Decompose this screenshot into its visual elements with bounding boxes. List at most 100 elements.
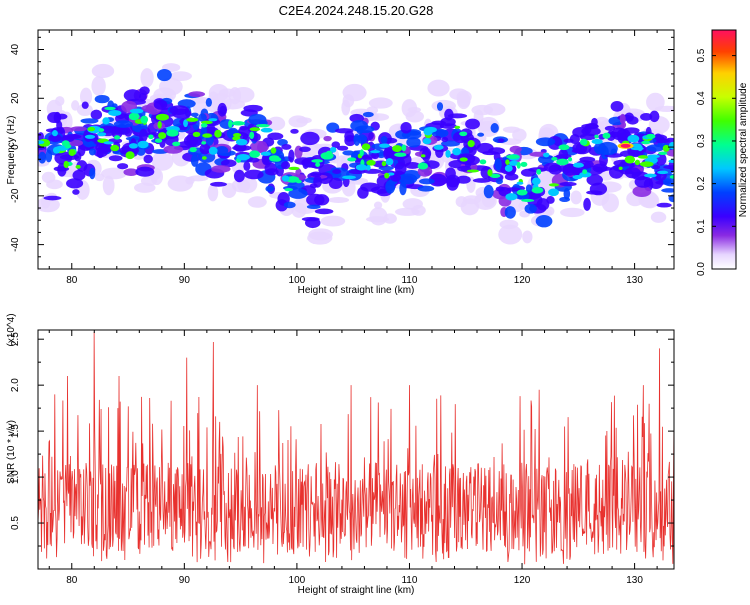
heatmap-cell [288,149,295,163]
snr-x-ticks: 80 90 100 110 120 130 [48,330,658,586]
heatmap-cell [156,68,172,82]
heatmap-cell [404,162,421,169]
heatmap-cell [427,79,450,97]
heatmap-cell [394,152,407,157]
heatmap-cell [618,166,623,170]
colorbar-tick-label: 0.1 [696,219,707,233]
heatmap-cell [320,215,346,227]
snr-y-multiplier: (x10^4) [6,313,17,346]
heatmap-cell [272,157,282,162]
heatmap-cell [288,115,308,128]
heatmap-cell [509,145,522,154]
heatmap-cell [91,63,115,79]
snr-y-label: SNR (10 * v/v) [6,420,17,484]
heatmap-cell [228,120,233,128]
heatmap-cell [117,163,129,170]
snr-y-ticks: 0.5 1.0 1.5 2.0 2.5 [10,332,674,547]
heatmap-cell [406,137,421,148]
figure-title: C2E4.2024.248.15.20.G28 [279,3,434,18]
heatmap-cell [94,94,110,104]
heatmap-cell [205,97,212,107]
heatmap-cell [75,164,81,169]
heatmap-cell [445,167,456,180]
heatmap-cell [586,190,603,195]
heatmap-cell [38,197,60,213]
heatmap-cell [328,177,343,190]
spectrogram-frame [37,29,675,270]
colorbar-tick-label: 0.5 [696,48,707,62]
heatmap-cell [288,166,300,171]
heatmap-cell [479,159,487,165]
heatmap-cell [531,187,544,194]
heatmap-cell [257,141,268,154]
heatmap-cell [123,168,139,176]
heatmap-cell [38,140,45,145]
heatmap-cell [536,168,542,175]
heatmap-cell [108,155,123,162]
y-tick-label: 1.0 [10,470,21,484]
heatmap-cell [342,175,356,180]
heatmap-cell [260,151,271,156]
heatmap-cell [284,188,294,192]
heatmap-cell [246,157,260,163]
heatmap-cell [538,154,555,165]
heatmap-cell [249,127,261,132]
heatmap-cell [46,179,63,190]
heatmap-cell [551,156,558,161]
heatmap-cell [267,116,286,131]
heatmap-cell [304,217,321,229]
heatmap-cell [183,119,188,128]
heatmap-cell [281,175,290,182]
heatmap-cell [290,128,299,134]
heatmap-cell [505,193,518,201]
heatmap-cell [154,138,163,143]
heatmap-cell [139,86,150,95]
spectrogram-x-label: Height of straight line (km) [298,285,415,296]
heatmap-cell [520,168,537,177]
heatmap-cell [669,175,674,179]
heatmap-cell [502,126,521,133]
y-tick-label: 0.5 [10,516,21,530]
heatmap-cell [200,123,208,128]
heatmap-cell [583,197,591,211]
heatmap-cell [506,154,520,159]
x-tick-label: 90 [179,575,191,586]
heatmap-cell [497,138,505,143]
heatmap-cell [249,150,261,158]
heatmap-cell [235,138,248,146]
heatmap-cell [244,169,264,180]
heatmap-cell [220,159,237,168]
heatmap-cell [516,161,521,169]
x-tick-label: 120 [514,575,531,586]
heatmap-cell [459,131,468,137]
heatmap-cell [465,118,480,130]
heatmap-cell [579,171,592,178]
heatmap-cell [110,144,120,152]
heatmap-cell [623,127,640,134]
heatmap-cell [188,91,206,98]
heatmap-cell [445,149,451,158]
heatmap-cell [72,189,80,195]
heatmap-cell [52,130,58,137]
heatmap-cell [356,134,368,144]
heatmap-cell [556,158,569,166]
heatmap-cell [548,164,562,175]
heatmap-cell [521,198,535,202]
heatmap-cell [650,211,667,223]
heatmap-cell [200,120,213,125]
heatmap-cell [610,100,624,112]
y-tick-label: -40 [10,237,21,252]
colorbar-ticks: 0.0 0.1 0.2 0.3 0.4 0.5 [696,48,736,276]
heatmap-cell [522,230,533,244]
heatmap-cell [270,147,277,154]
heatmap-cell [123,89,142,102]
heatmap-cell [504,164,513,172]
heatmap-cell [314,208,334,215]
heatmap-cell [255,123,270,128]
heatmap-cell [569,133,580,145]
heatmap-cell [84,134,96,139]
heatmap-cell [524,203,537,214]
heatmap-cell [76,103,93,116]
heatmap-cell [657,170,669,175]
heatmap-cell [594,166,613,172]
